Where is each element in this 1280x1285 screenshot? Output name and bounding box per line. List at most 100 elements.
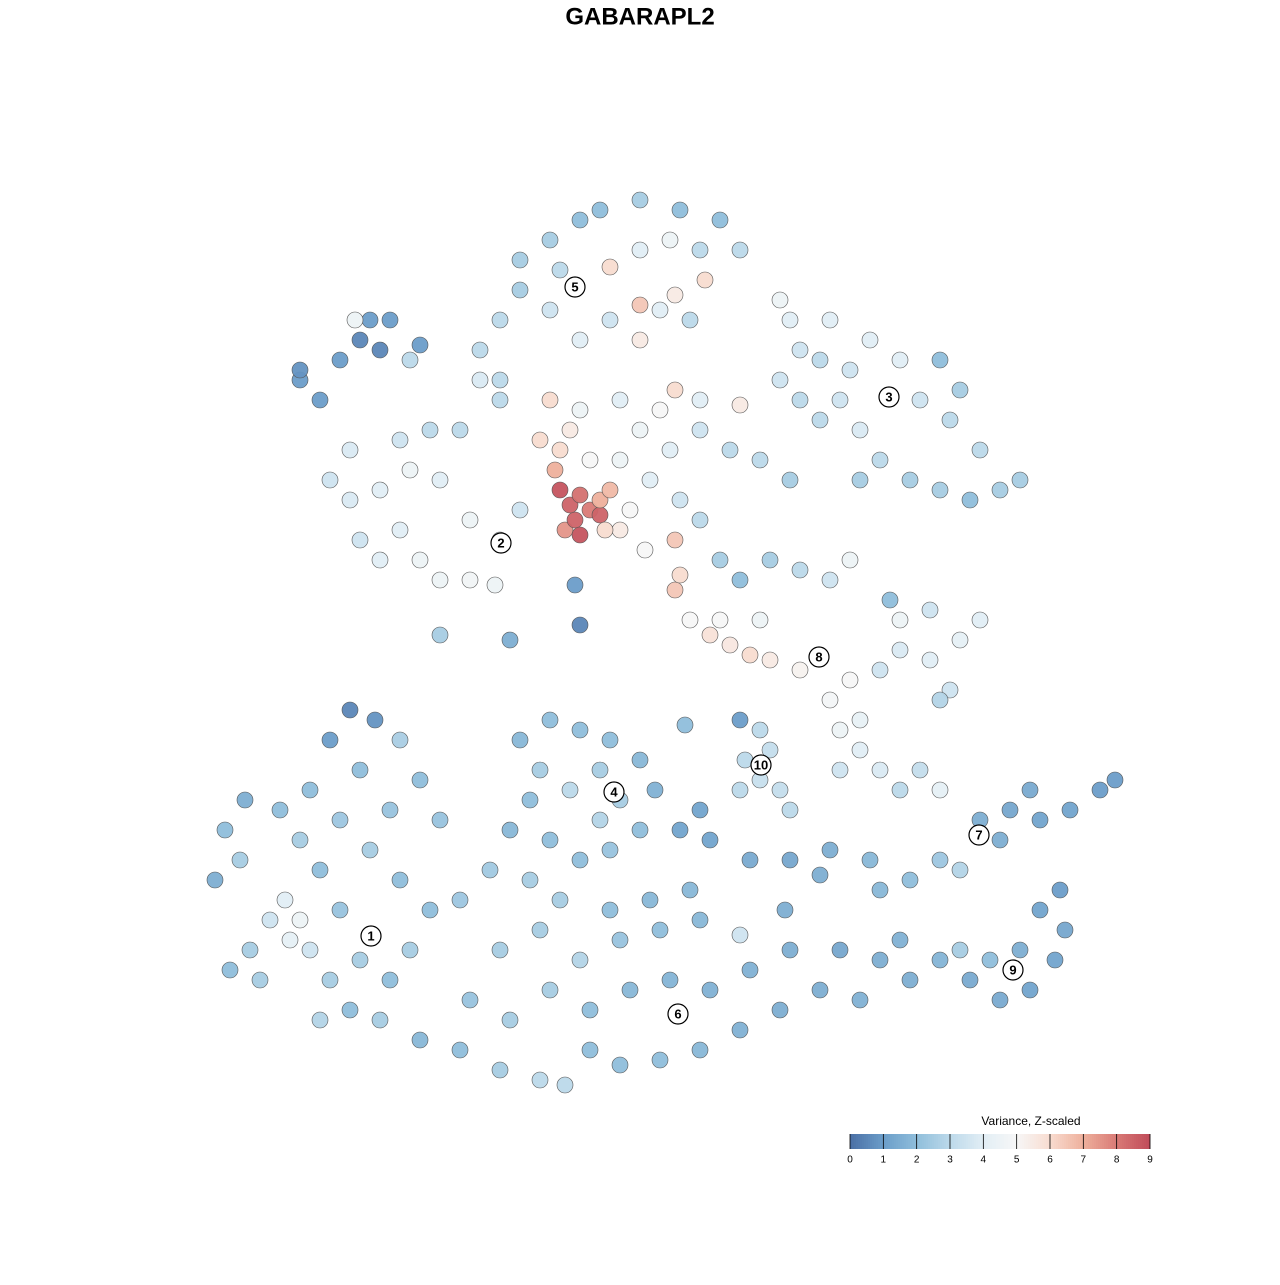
- point: [911, 761, 929, 779]
- colorbar-segment: [968, 1134, 971, 1149]
- point: [731, 1021, 749, 1039]
- colorbar-segment: [920, 1134, 923, 1149]
- point: [771, 371, 789, 389]
- colorbar-segment: [1074, 1134, 1077, 1149]
- colorbar-segment: [1084, 1134, 1087, 1149]
- point: [731, 571, 749, 589]
- point: [636, 541, 654, 559]
- point: [661, 441, 679, 459]
- colorbar-segment: [1104, 1134, 1107, 1149]
- point: [731, 396, 749, 414]
- point: [371, 481, 389, 499]
- cluster-marker: [878, 386, 900, 408]
- colorbar-segment: [1028, 1134, 1031, 1149]
- colorbar-segment: [1144, 1134, 1147, 1149]
- point: [891, 931, 909, 949]
- colorbar-segment: [1136, 1134, 1139, 1149]
- point: [661, 231, 679, 249]
- colorbar-segment: [908, 1134, 911, 1149]
- colorbar-segment: [1034, 1134, 1037, 1149]
- point: [731, 711, 749, 729]
- point: [571, 951, 589, 969]
- point: [851, 741, 869, 759]
- point: [991, 481, 1009, 499]
- point: [651, 1051, 669, 1069]
- point: [841, 671, 859, 689]
- point: [351, 531, 369, 549]
- point: [821, 311, 839, 329]
- point: [401, 351, 419, 369]
- point: [776, 901, 794, 919]
- colorbar-tick-label: 6: [1047, 1155, 1053, 1166]
- colorbar-segment: [868, 1134, 871, 1149]
- point: [301, 781, 319, 799]
- point: [691, 1041, 709, 1059]
- colorbar-segment: [914, 1134, 917, 1149]
- point: [511, 731, 529, 749]
- colorbar-segment: [880, 1134, 883, 1149]
- point: [521, 871, 539, 889]
- point: [811, 351, 829, 369]
- colorbar-segment: [900, 1134, 903, 1149]
- point: [561, 781, 579, 799]
- point: [541, 831, 559, 849]
- point: [1051, 881, 1069, 899]
- point: [631, 191, 649, 209]
- point: [651, 401, 669, 419]
- cluster-marker: [968, 824, 990, 846]
- colorbar-segment: [1060, 1134, 1063, 1149]
- colorbar-tick-label: 3: [947, 1155, 953, 1166]
- colorbar-segment: [994, 1134, 997, 1149]
- point: [596, 521, 614, 539]
- point: [511, 501, 529, 519]
- point: [741, 961, 759, 979]
- colorbar-segment: [884, 1134, 887, 1149]
- colorbar-segment: [922, 1134, 925, 1149]
- colorbar-segment: [1058, 1134, 1061, 1149]
- point: [921, 651, 939, 669]
- point: [751, 721, 769, 739]
- colorbar-segment: [888, 1134, 891, 1149]
- cluster-label: 1: [367, 928, 374, 943]
- colorbar-segment: [906, 1134, 909, 1149]
- point: [871, 881, 889, 899]
- point: [556, 1076, 574, 1094]
- point: [701, 831, 719, 849]
- cluster-marker: [564, 276, 586, 298]
- colorbar-segment: [1078, 1134, 1081, 1149]
- colorbar-segment: [958, 1134, 961, 1149]
- point: [341, 701, 359, 719]
- point: [346, 311, 364, 329]
- point: [701, 981, 719, 999]
- colorbar-segment: [918, 1134, 921, 1149]
- colorbar-tick-label: 9: [1147, 1155, 1153, 1166]
- point: [451, 421, 469, 439]
- colorbar-segment: [1102, 1134, 1105, 1149]
- point: [581, 1001, 599, 1019]
- point: [601, 841, 619, 859]
- colorbar-segment: [1048, 1134, 1051, 1149]
- point: [431, 471, 449, 489]
- point: [681, 611, 699, 629]
- point: [1046, 951, 1064, 969]
- colorbar-segment: [858, 1134, 861, 1149]
- point: [556, 521, 574, 539]
- point: [421, 421, 439, 439]
- point: [931, 481, 949, 499]
- point: [781, 851, 799, 869]
- point: [311, 391, 329, 409]
- point: [851, 711, 869, 729]
- point: [311, 1011, 329, 1029]
- colorbar-tick-label: 1: [881, 1155, 887, 1166]
- colorbar-segment: [1062, 1134, 1065, 1149]
- point: [781, 941, 799, 959]
- point: [531, 1071, 549, 1089]
- point: [206, 871, 224, 889]
- point: [541, 231, 559, 249]
- colorbar-segment: [910, 1134, 913, 1149]
- point: [221, 961, 239, 979]
- colorbar-segment: [964, 1134, 967, 1149]
- point: [631, 241, 649, 259]
- colorbar-segment: [950, 1134, 953, 1149]
- point: [901, 971, 919, 989]
